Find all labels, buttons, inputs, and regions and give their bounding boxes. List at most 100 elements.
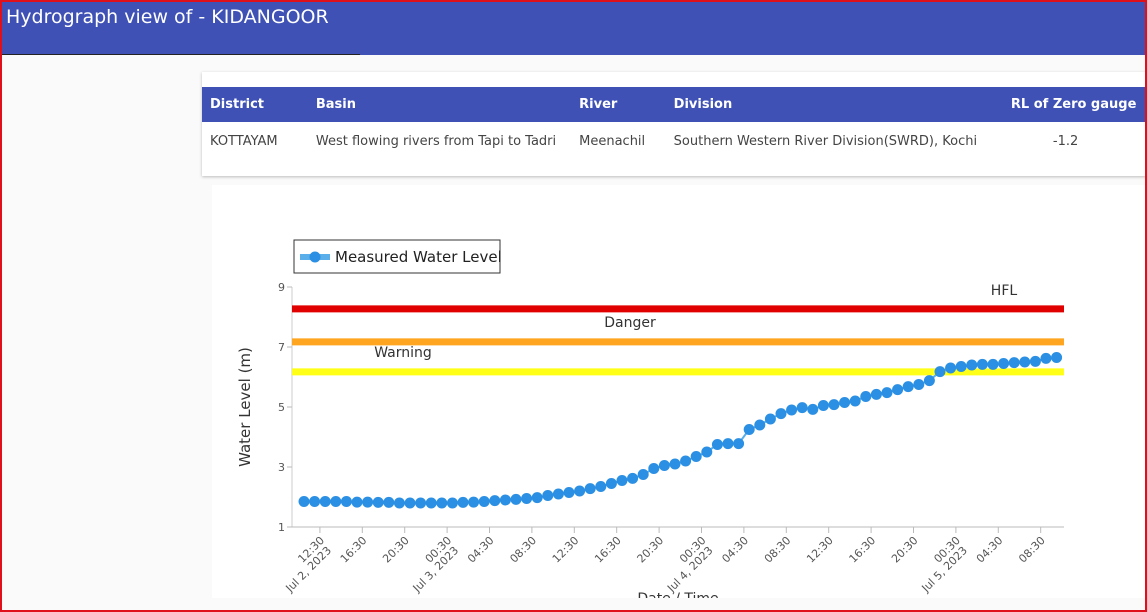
data-point: [393, 497, 405, 509]
data-point: [658, 460, 670, 471]
y-tick-label: 5: [278, 401, 285, 414]
legend-label: Measured Water Level: [335, 248, 502, 266]
data-point: [902, 381, 914, 393]
data-point: [764, 413, 776, 425]
data-point: [680, 455, 692, 467]
x-axis-label: Date / Time: [637, 591, 718, 598]
data-point: [436, 497, 448, 509]
data-point: [351, 496, 363, 508]
data-point: [786, 404, 798, 416]
table-row: KOTTAYAM West flowing rivers from Tapi to…: [202, 122, 1145, 160]
data-point: [1008, 357, 1020, 369]
y-tick-label: 3: [278, 461, 285, 474]
x-tick-label: 20:30: [635, 534, 667, 566]
x-tick-label: 08:30: [507, 534, 539, 566]
y-axis-label: Water Level (m): [236, 347, 254, 467]
data-point: [298, 496, 310, 507]
data-point: [362, 496, 374, 508]
info-card: District Basin River Division RL of Zero gau…: [202, 72, 1145, 176]
data-point: [722, 438, 734, 450]
data-point: [733, 438, 745, 450]
column-header: Basin: [307, 87, 572, 122]
column-header: Division: [665, 87, 1003, 122]
data-point: [828, 399, 840, 411]
data-point: [510, 493, 522, 505]
data-point: [584, 483, 596, 495]
x-tick-label: 04:30: [465, 534, 497, 566]
data-point: [563, 487, 575, 498]
table-cell: KOTTAYAM: [210, 133, 278, 149]
data-point: [531, 492, 543, 504]
data-point: [870, 388, 882, 400]
data-point: [754, 419, 766, 431]
data-point: [415, 497, 427, 509]
data-point: [372, 496, 384, 508]
table-cell: West flowing rivers from Tapi to Tadri: [315, 133, 557, 149]
x-tick-label: 20:30: [380, 534, 412, 566]
data-point: [849, 395, 861, 407]
header-title: Hydrograph view of - KIDANGOOR: [6, 6, 329, 28]
data-point: [701, 446, 713, 458]
data-point: [711, 439, 723, 450]
data-point: [669, 458, 681, 470]
header-bar: Hydrograph view of - KIDANGOOR: [2, 2, 1145, 55]
data-point: [987, 358, 999, 370]
data-point: [478, 496, 490, 507]
data-point: [627, 472, 639, 484]
data-point: [860, 391, 872, 402]
threshold-label: HFL: [991, 283, 1018, 299]
table-body: KOTTAYAM West flowing rivers from Tapi to…: [202, 122, 1145, 160]
data-point: [807, 403, 819, 415]
column-header: District: [202, 87, 308, 122]
data-point: [923, 375, 935, 387]
x-tick-label: 16:30: [847, 534, 879, 566]
data-point: [499, 494, 511, 506]
y-tick-label: 1: [278, 521, 285, 534]
data-point: [383, 496, 395, 508]
data-point: [457, 496, 469, 508]
data-point: [552, 488, 564, 500]
x-tick-label: 08:30: [1016, 534, 1048, 566]
table-header: District Basin River Division RL of Zero gau…: [202, 87, 1145, 122]
data-point: [648, 463, 660, 474]
data-point: [1029, 355, 1041, 367]
y-tick-label: 9: [278, 281, 285, 294]
data-point: [966, 359, 978, 371]
data-point: [796, 402, 808, 414]
data-point: [319, 496, 331, 507]
x-tick-label: 16:30: [338, 534, 370, 566]
series-line: [304, 356, 1057, 504]
legend-swatch-marker: [309, 251, 321, 263]
table-cell: -1.2: [1052, 133, 1079, 149]
data-point: [955, 361, 967, 372]
threshold-label: Warning: [374, 345, 432, 361]
table-cell: Southern Western River Division(SWRD), K…: [673, 133, 978, 149]
data-point: [468, 496, 480, 508]
data-point: [425, 497, 437, 509]
chart-card: 1 3 5 7 9 Water Level (m) 12:30 16:30 20:30 00:30…: [212, 185, 1145, 598]
x-tick-label: 16:30: [592, 534, 624, 566]
data-point: [637, 469, 649, 480]
data-point: [605, 478, 617, 489]
data-point: [595, 481, 607, 492]
data-point: [309, 496, 321, 507]
data-point: [404, 497, 416, 509]
data-point: [616, 475, 628, 486]
data-point: [340, 496, 352, 507]
data-point: [839, 397, 851, 408]
header-underline: [2, 54, 360, 55]
info-table: District Basin River Division RL of Zero gau…: [202, 87, 1145, 160]
threshold-label: Danger: [604, 315, 656, 331]
data-point: [690, 451, 702, 462]
table-cell: Meenachil: [579, 133, 646, 149]
data-point: [945, 362, 957, 374]
data-point: [489, 495, 501, 507]
data-point: [913, 379, 925, 390]
y-tick-label: 7: [278, 341, 285, 354]
data-point: [775, 408, 787, 420]
data-point: [574, 485, 586, 497]
data-point: [934, 366, 946, 378]
data-point: [1019, 356, 1031, 368]
data-point: [330, 496, 342, 507]
